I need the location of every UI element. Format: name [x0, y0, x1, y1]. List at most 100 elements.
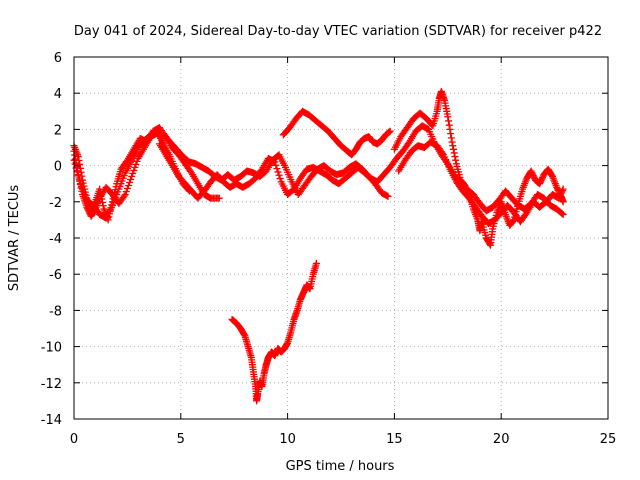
- data-point: [123, 185, 131, 193]
- data-point: [528, 169, 536, 177]
- data-point: [273, 165, 281, 173]
- y-tick-labels: 6 4 2 0 -2 -4 -6 -8 -10 -12 -14: [41, 51, 62, 428]
- y-tick-label: -6: [49, 268, 62, 283]
- data-point: [74, 172, 82, 180]
- data-point: [548, 171, 556, 179]
- x-tick-label: 10: [279, 432, 296, 447]
- x-tick-label: 15: [386, 432, 403, 447]
- data-point: [529, 172, 537, 180]
- data-point: [312, 259, 320, 267]
- series-s6: [390, 87, 567, 249]
- y-tick-label: -12: [41, 377, 62, 392]
- data-point: [122, 188, 130, 196]
- data-point: [447, 134, 455, 142]
- data-point: [129, 169, 137, 177]
- data-point: [555, 194, 563, 202]
- data-point: [130, 166, 138, 174]
- data-point: [529, 170, 537, 178]
- data-point: [271, 158, 279, 166]
- series-s8: [228, 259, 320, 405]
- data-point: [558, 188, 566, 196]
- data-point: [99, 202, 107, 210]
- y-tick-label: -4: [49, 232, 62, 247]
- data-point: [452, 156, 460, 164]
- data-point: [124, 182, 132, 190]
- data-point: [84, 206, 92, 214]
- data-point: [558, 187, 566, 195]
- y-tick-label: 4: [54, 87, 62, 102]
- data-point: [126, 178, 134, 186]
- data-point: [132, 160, 140, 168]
- data-point: [240, 331, 248, 339]
- data-point: [447, 130, 455, 138]
- data-point: [450, 149, 458, 157]
- plot-frame: [73, 56, 609, 420]
- x-axis-label: GPS time / hours: [286, 459, 395, 474]
- data-point: [530, 173, 538, 181]
- data-point: [445, 117, 453, 125]
- data-point: [527, 167, 535, 175]
- data-point: [274, 168, 282, 176]
- y-tick-label: 2: [54, 123, 62, 138]
- data-point: [75, 176, 83, 184]
- data-point: [486, 240, 494, 248]
- data-point: [451, 153, 459, 161]
- data-point: [128, 172, 136, 180]
- data-point: [553, 183, 561, 191]
- data-point: [73, 168, 81, 176]
- y-tick-label: -14: [41, 413, 62, 428]
- data-point: [558, 210, 566, 218]
- grid-lines: [74, 57, 608, 419]
- data-point: [509, 217, 517, 225]
- data-point: [84, 205, 92, 213]
- data-point: [445, 121, 453, 129]
- data-point: [121, 191, 129, 199]
- data-point: [83, 203, 91, 211]
- data-point: [556, 191, 564, 199]
- data-point: [536, 178, 544, 186]
- data-point: [537, 177, 545, 185]
- y-tick-label: 6: [54, 51, 62, 66]
- data-point: [71, 160, 79, 168]
- data-point: [538, 174, 546, 182]
- y-tick-label: -10: [41, 341, 62, 356]
- data-point: [272, 161, 280, 169]
- data-point: [215, 194, 223, 202]
- y-axis-label: SDTVAR / TECUs: [7, 185, 22, 292]
- data-markers: [70, 87, 567, 405]
- data-point: [538, 175, 546, 183]
- series-s7: [395, 138, 567, 228]
- series-s5: [279, 107, 394, 159]
- chart-title: Day 041 of 2024, Sidereal Day-to-day VTE…: [74, 24, 602, 39]
- data-point: [275, 171, 283, 179]
- x-tick-label: 25: [600, 432, 617, 447]
- data-point: [384, 192, 392, 200]
- data-point: [276, 175, 284, 183]
- data-point: [444, 113, 452, 121]
- series-s4: [155, 122, 567, 218]
- x-tick-label: 5: [177, 432, 185, 447]
- x-tick-label: 20: [493, 432, 510, 447]
- data-point: [559, 210, 567, 218]
- data-point: [133, 157, 141, 165]
- data-point: [131, 163, 139, 171]
- y-tick-label: -8: [49, 304, 62, 319]
- data-point: [71, 151, 79, 159]
- y-tick-label: -2: [49, 196, 62, 211]
- data-point: [559, 198, 567, 206]
- data-point: [386, 127, 394, 135]
- data-point: [120, 192, 128, 200]
- data-point: [446, 125, 454, 133]
- data-point: [127, 175, 135, 183]
- data-point: [449, 142, 457, 150]
- data-point: [557, 190, 565, 198]
- y-tick-label: 0: [54, 160, 62, 175]
- data-point: [559, 185, 567, 193]
- x-tick-label: 0: [70, 432, 78, 447]
- data-point: [448, 138, 456, 146]
- data-point: [556, 193, 564, 201]
- x-tick-labels: 0 5 10 15 20 25: [70, 432, 616, 447]
- data-point: [462, 183, 470, 191]
- data-point: [461, 182, 469, 190]
